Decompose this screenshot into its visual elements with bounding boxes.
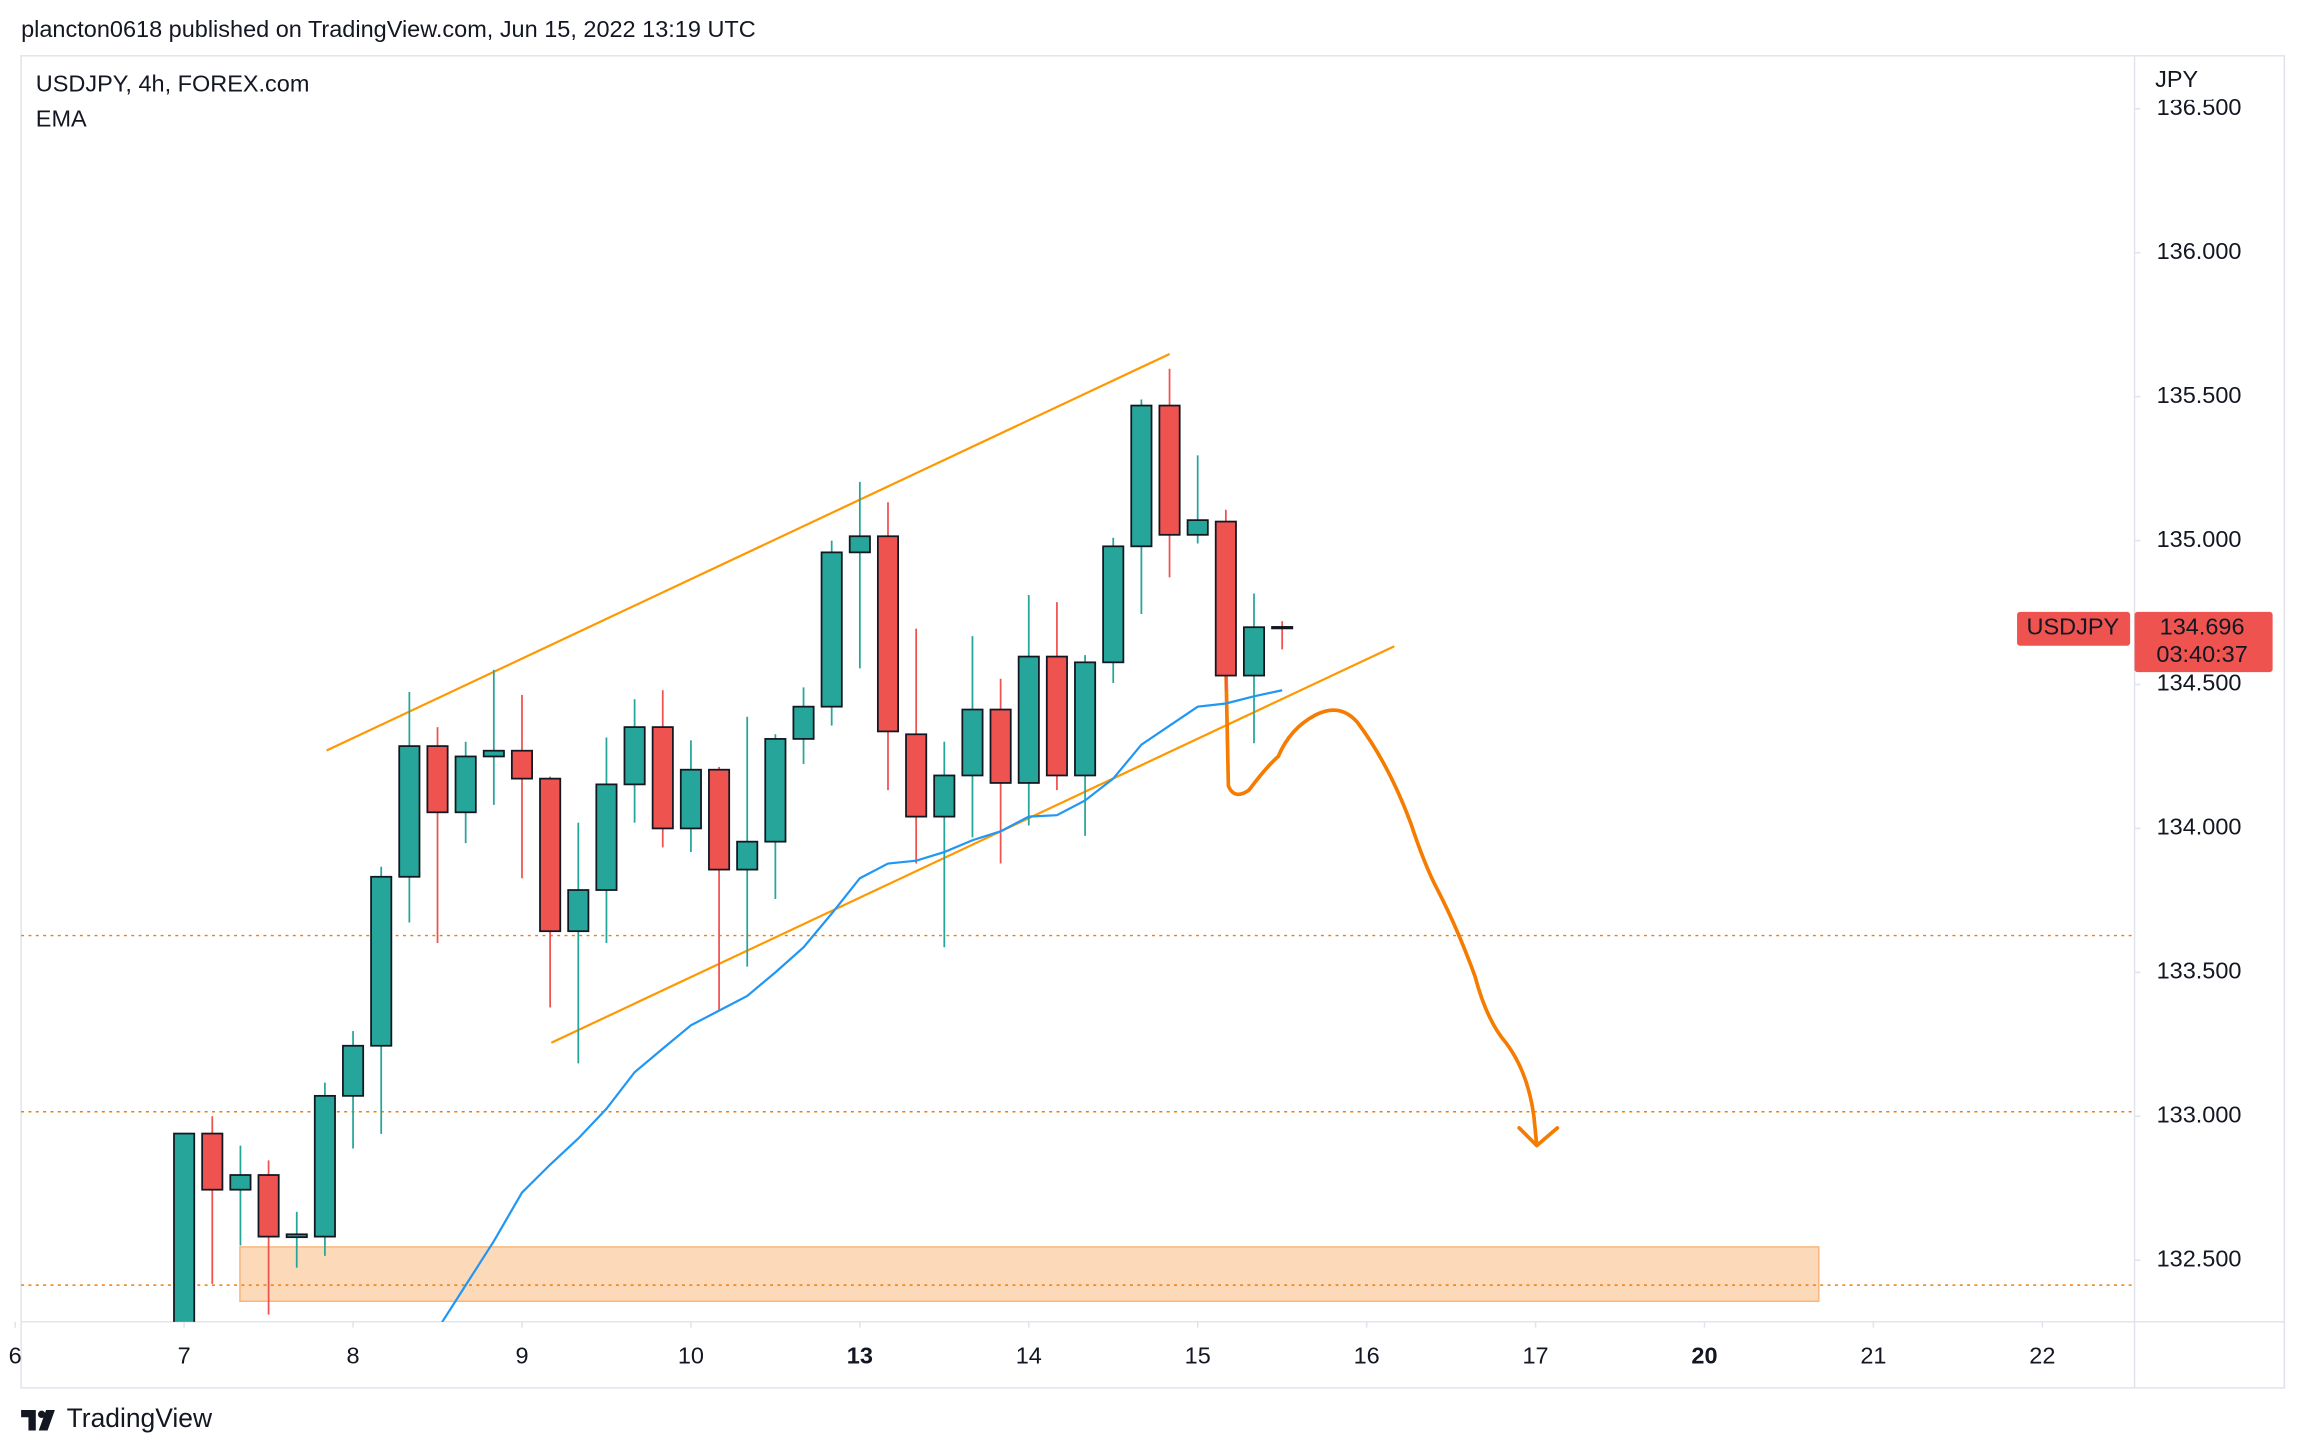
x-tick-label: 13 (847, 1342, 873, 1368)
candle-body (398, 745, 421, 878)
y-tick-label: 132.500 (2157, 1245, 2242, 1271)
candle-body (905, 733, 928, 818)
x-tick-label: 21 (1860, 1342, 1886, 1368)
candle-body (736, 840, 759, 871)
x-tick-label: 15 (1185, 1342, 1211, 1368)
candle-body (539, 777, 562, 933)
candle-body (201, 1132, 224, 1191)
candle-body (679, 768, 702, 830)
symbol-tag: USDJPY (2027, 613, 2120, 639)
series-layer (173, 368, 1294, 1322)
candle-body (1158, 404, 1181, 536)
y-axis: 136.500136.000135.500135.000134.500134.0… (2134, 94, 2242, 1271)
candle-body (1017, 655, 1040, 784)
zone (239, 1246, 1820, 1302)
frame (20, 55, 2286, 1389)
candle-body (173, 1132, 196, 1322)
x-tick-label: 20 (1691, 1342, 1717, 1368)
candle-body (229, 1174, 252, 1191)
candle-body (848, 535, 871, 554)
logo (21, 1409, 55, 1431)
publisher-note: plancton0618 published on TradingView.co… (21, 16, 756, 42)
candle-body (876, 535, 900, 733)
candle-body (764, 738, 787, 843)
ema-line (440, 689, 1283, 1322)
candle-body (792, 705, 815, 740)
x-tick-label: 8 (347, 1342, 360, 1368)
currency-bg (2138, 61, 2213, 100)
channel-line (326, 352, 1171, 752)
candle-body (820, 551, 843, 708)
candle-body (595, 783, 618, 891)
chart-title: USDJPY, 4h, FOREX.com (36, 70, 310, 96)
brand: TradingView (67, 1403, 213, 1433)
currency: JPY (2155, 66, 2198, 92)
candle-body (510, 749, 534, 780)
candle-body (1214, 520, 1237, 677)
brand-logo (21, 1409, 55, 1431)
candle-body (482, 749, 505, 758)
candle-body (1186, 519, 1209, 536)
candle-body (370, 875, 393, 1047)
sketch-arrow (1223, 641, 1560, 1148)
candle-body (989, 708, 1012, 784)
candle-body (257, 1174, 280, 1238)
x-tick-label: 7 (178, 1342, 191, 1368)
candle-body (1102, 545, 1125, 664)
x-tick-label: 14 (1016, 1342, 1042, 1368)
last-price-bg (2134, 611, 2273, 673)
candle-body (342, 1044, 365, 1097)
candle-body (567, 889, 590, 933)
symbol-tag-bg (2017, 611, 2131, 646)
y-tick-label: 135.000 (2157, 526, 2242, 552)
candle-body (933, 774, 956, 818)
candle-body (708, 768, 731, 871)
candle-body (1074, 661, 1097, 777)
x-tick-label: 17 (1522, 1342, 1548, 1368)
candle-body (454, 755, 477, 814)
y-tick-label: 136.000 (2157, 238, 2242, 264)
last-price: 134.696 (2160, 613, 2245, 639)
x-tick-label: 16 (1354, 1342, 1380, 1368)
candle-body (1271, 626, 1294, 630)
candle-body (426, 745, 449, 814)
y-tick-label: 133.000 (2157, 1101, 2242, 1127)
candle-body (313, 1094, 336, 1238)
candle-body (285, 1233, 308, 1239)
candle-body (1045, 655, 1068, 777)
y-tick-label: 133.500 (2157, 958, 2242, 984)
logo (38, 1410, 46, 1419)
x-axis: 6 7 8 9 10 13 14 15 16 17 20 21 22 (9, 1321, 2055, 1368)
x-tick-label: 6 (9, 1342, 22, 1368)
y-tick-label: 134.500 (2157, 670, 2242, 696)
y-tick-label: 134.000 (2157, 814, 2242, 840)
y-tick-label: 135.500 (2157, 382, 2242, 408)
drawings (21, 352, 2135, 1302)
candle-body (1130, 404, 1153, 548)
x-tick-label: 22 (2029, 1342, 2055, 1368)
candle-body (1242, 626, 1266, 677)
candle-body (961, 708, 984, 777)
x-tick-label: 10 (678, 1342, 704, 1368)
candle-body (651, 726, 674, 830)
x-tick-label: 9 (515, 1342, 528, 1368)
candle-body (623, 726, 646, 786)
indicator-label: EMA (36, 106, 87, 132)
countdown: 03:40:37 (2156, 641, 2247, 667)
